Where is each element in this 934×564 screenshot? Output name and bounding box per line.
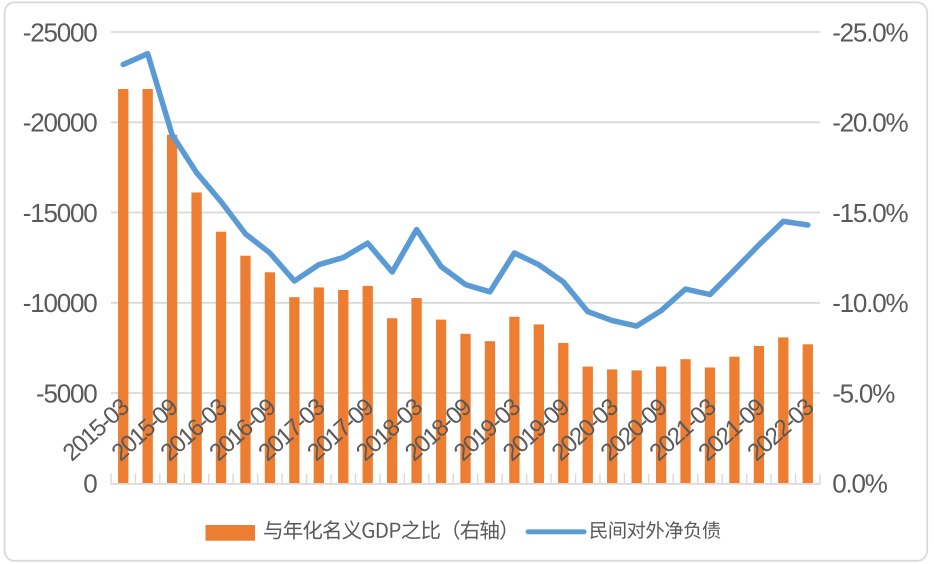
svg-text:-20000: -20000: [23, 108, 97, 138]
svg-text:0.0%: 0.0%: [832, 469, 888, 499]
svg-text:-15.0%: -15.0%: [832, 198, 908, 228]
svg-text:-5.0%: -5.0%: [832, 378, 895, 408]
svg-text:-25.0%: -25.0%: [832, 17, 908, 47]
svg-text:-10.0%: -10.0%: [832, 288, 908, 318]
svg-text:-5000: -5000: [36, 378, 97, 408]
svg-text:0: 0: [83, 469, 97, 499]
svg-text:-10000: -10000: [23, 288, 97, 318]
svg-text:-25000: -25000: [23, 17, 97, 47]
svg-text:-15000: -15000: [23, 198, 97, 228]
svg-text:-20.0%: -20.0%: [832, 108, 908, 138]
